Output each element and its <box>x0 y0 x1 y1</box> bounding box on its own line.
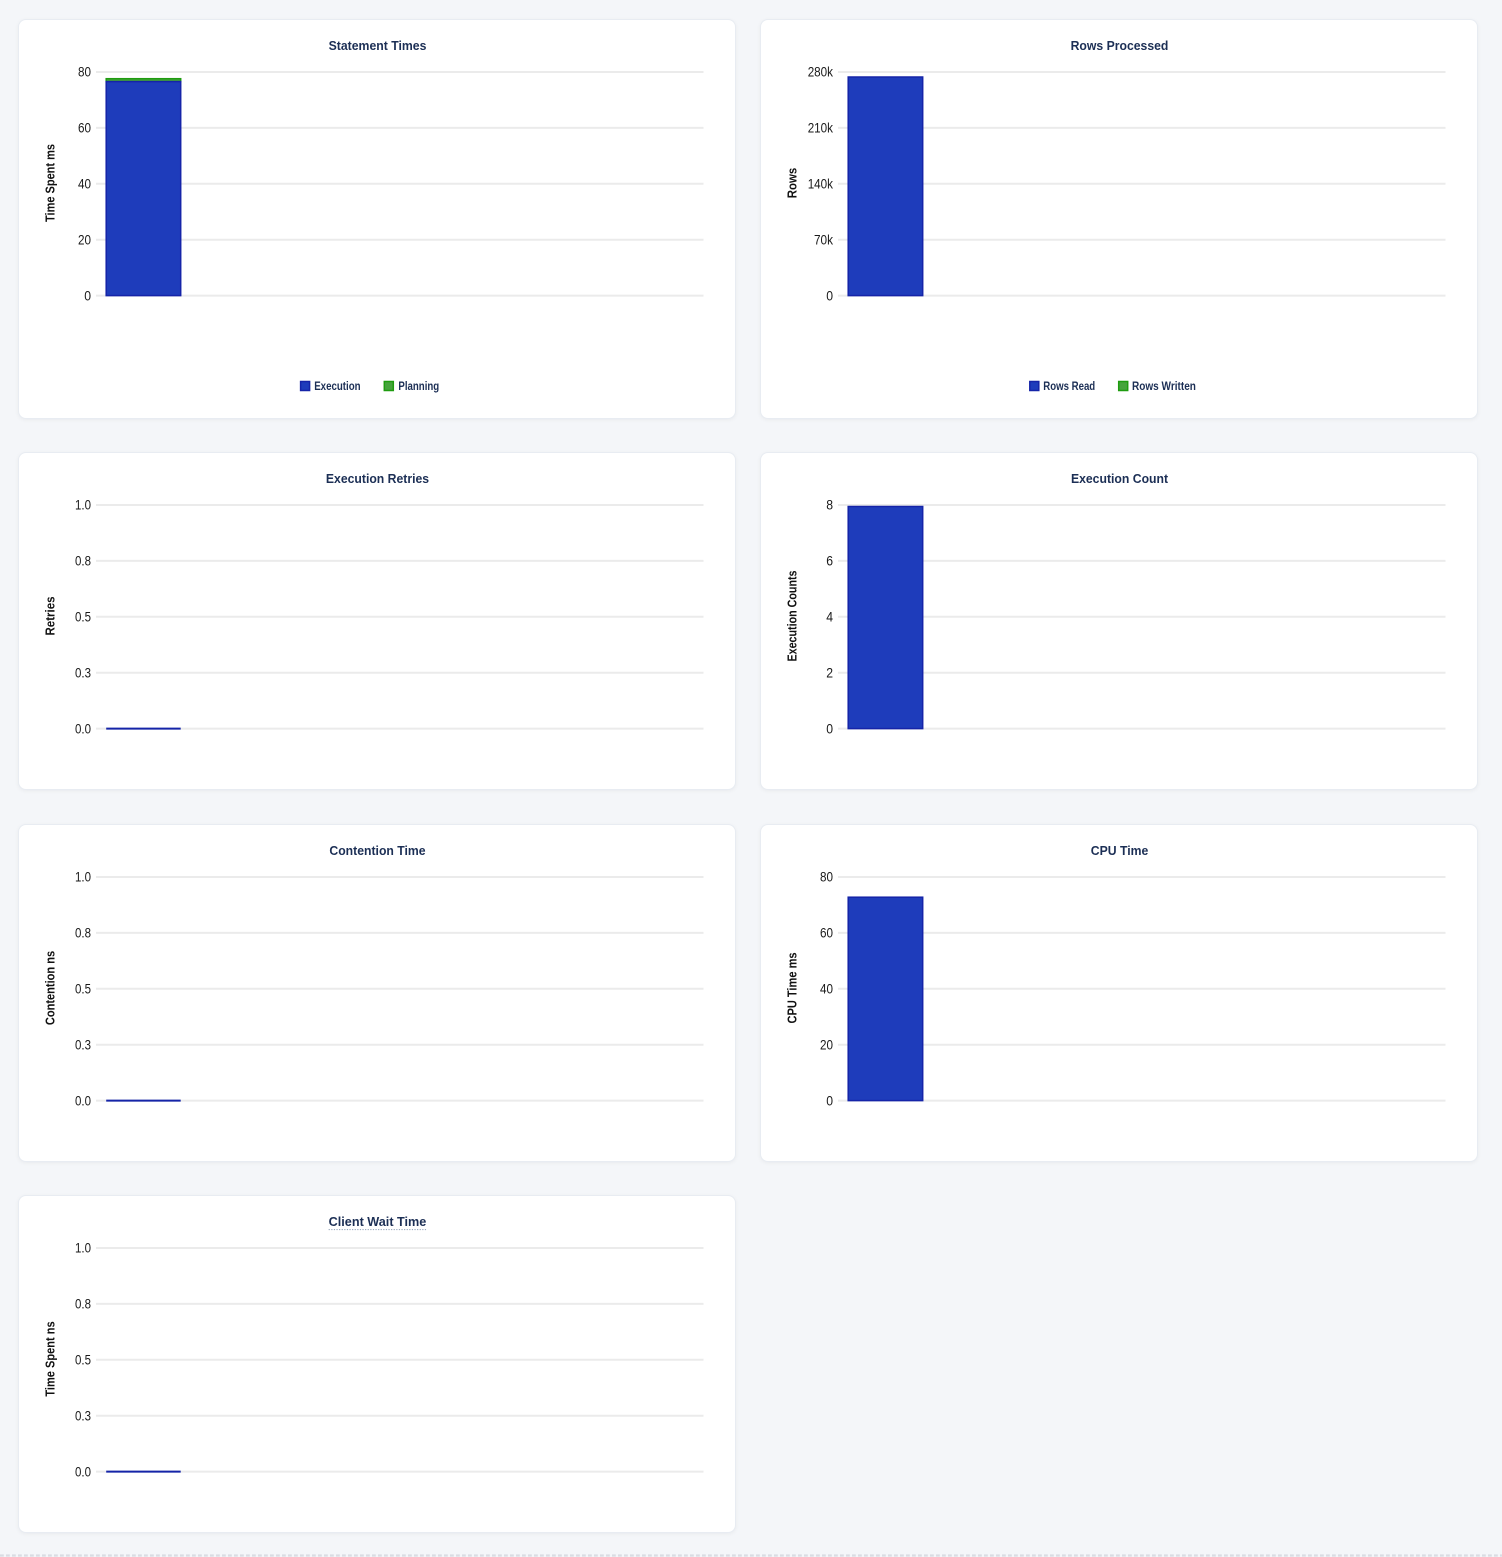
svg-text:0.5: 0.5 <box>75 1353 91 1368</box>
svg-text:0.3: 0.3 <box>75 1037 91 1052</box>
svg-text:80: 80 <box>78 65 91 80</box>
svg-text:Client Wait Time: Client Wait Time <box>329 1214 427 1229</box>
svg-text:0.8: 0.8 <box>75 925 91 940</box>
svg-text:0.3: 0.3 <box>75 1408 91 1423</box>
svg-text:0.5: 0.5 <box>75 610 91 625</box>
svg-text:Contention Time: Contention Time <box>329 843 425 858</box>
svg-text:1.0: 1.0 <box>75 498 91 513</box>
svg-text:Planning: Planning <box>398 379 439 393</box>
svg-text:Execution Retries: Execution Retries <box>326 471 429 486</box>
svg-text:Contention ns: Contention ns <box>42 950 57 1024</box>
svg-text:4: 4 <box>826 610 833 625</box>
svg-text:1.0: 1.0 <box>75 869 91 884</box>
svg-text:0: 0 <box>826 288 833 303</box>
svg-text:Execution Counts: Execution Counts <box>784 571 799 662</box>
svg-text:140k: 140k <box>808 177 834 192</box>
svg-text:Execution: Execution <box>314 379 360 393</box>
svg-text:1.0: 1.0 <box>75 1241 91 1256</box>
svg-text:2: 2 <box>826 665 833 680</box>
svg-text:0.8: 0.8 <box>75 1297 91 1312</box>
svg-text:Time Spent ms: Time Spent ms <box>42 144 57 222</box>
svg-text:0.0: 0.0 <box>75 1093 91 1108</box>
svg-text:20: 20 <box>820 1037 833 1052</box>
svg-text:20: 20 <box>78 232 91 247</box>
svg-text:Rows Processed: Rows Processed <box>1071 38 1169 53</box>
svg-text:0.3: 0.3 <box>75 665 91 680</box>
svg-text:6: 6 <box>826 554 833 569</box>
svg-text:0: 0 <box>826 1093 833 1108</box>
svg-text:280k: 280k <box>808 65 834 80</box>
svg-text:40: 40 <box>78 177 91 192</box>
svg-text:8: 8 <box>826 498 833 513</box>
svg-text:Time Spent ns: Time Spent ns <box>42 1321 57 1396</box>
svg-text:Execution Count: Execution Count <box>1071 471 1169 486</box>
svg-text:Rows Read: Rows Read <box>1043 379 1095 393</box>
svg-text:60: 60 <box>78 121 91 136</box>
svg-text:Retries: Retries <box>42 597 57 636</box>
svg-text:80: 80 <box>820 869 833 884</box>
svg-text:0: 0 <box>84 288 91 303</box>
svg-text:0.0: 0.0 <box>75 1464 91 1479</box>
svg-text:210k: 210k <box>808 121 834 136</box>
svg-text:0.0: 0.0 <box>75 721 91 736</box>
svg-text:0: 0 <box>826 721 833 736</box>
svg-text:Statement Times: Statement Times <box>329 38 427 53</box>
svg-text:0.5: 0.5 <box>75 981 91 996</box>
svg-text:60: 60 <box>820 925 833 940</box>
svg-text:40: 40 <box>820 981 833 996</box>
svg-text:Rows: Rows <box>784 168 799 198</box>
svg-text:CPU Time: CPU Time <box>1091 843 1149 858</box>
svg-text:0.8: 0.8 <box>75 554 91 569</box>
svg-text:CPU Time ms: CPU Time ms <box>784 952 799 1023</box>
svg-text:70k: 70k <box>814 232 833 247</box>
svg-text:Rows Written: Rows Written <box>1132 379 1196 393</box>
